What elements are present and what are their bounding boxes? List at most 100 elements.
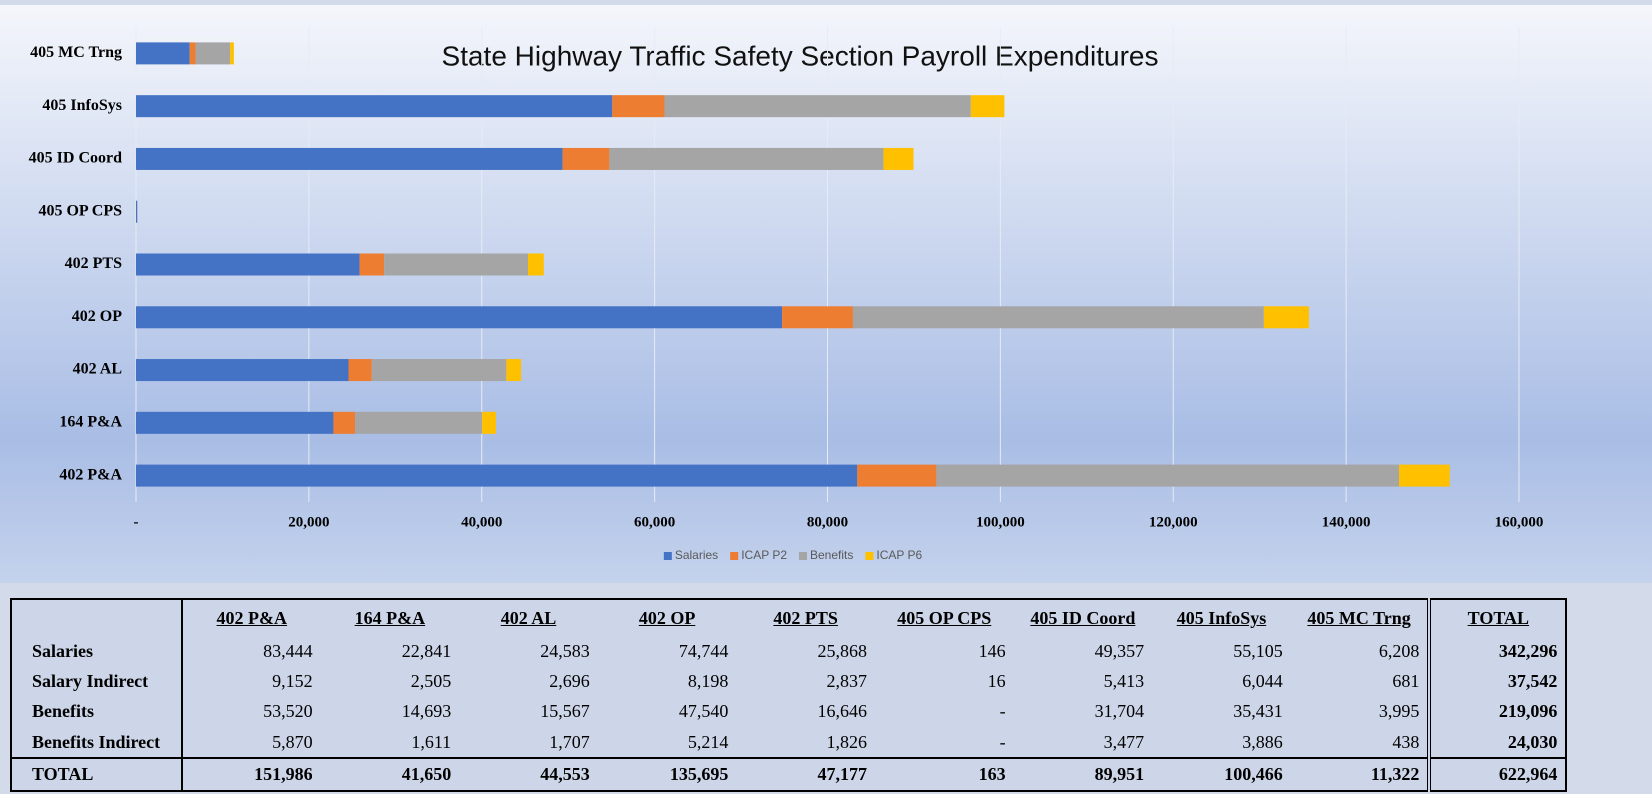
bar-segment: [970, 95, 1005, 118]
header-cell: 402 OP: [638, 607, 696, 628]
table-cell: 6,208: [1378, 641, 1420, 662]
table-cell: 24,583: [540, 641, 590, 662]
legend-label: ICAP P6: [876, 548, 922, 562]
bar-segment: [371, 359, 507, 382]
table-cell: 8,198: [687, 671, 729, 692]
x-tick-label: 120,000: [1149, 514, 1198, 530]
bar-segment: [136, 464, 858, 487]
bar-segment: [1263, 306, 1309, 329]
bar-segment: [857, 464, 937, 487]
table-cell: 49,357: [1094, 641, 1145, 662]
x-tick-label: -: [134, 514, 139, 530]
bar-segment: [562, 147, 610, 170]
bar-segment: [189, 42, 196, 65]
bar-segment: [936, 464, 1399, 487]
table-cell: 151,986: [182, 757, 321, 791]
x-tick-label: 60,000: [634, 514, 675, 530]
bar-segment: [384, 253, 529, 276]
table-row: Benefits 53,520 14,693 15,567 47,540 16,646 - 3…: [11, 696, 1567, 727]
header-cell: [11, 599, 183, 637]
row-label: Benefits: [11, 696, 183, 727]
table-cell: 163: [874, 757, 1014, 791]
x-tick-label: 40,000: [461, 514, 502, 530]
bar-segment: [482, 411, 497, 434]
table-cell: 25,868: [817, 641, 867, 662]
table-cell: 681: [1392, 671, 1420, 692]
header-row: 402 P&A 164 P&A 402 AL 402 OP 402 PTS 405 OP …: [11, 599, 1567, 637]
table-cell: 2,837: [826, 671, 867, 692]
table-cell: 22,841: [401, 641, 452, 662]
y-tick-label: 402 OP: [72, 308, 122, 325]
bar-segment: [782, 306, 853, 329]
legend-label: Benefits: [810, 548, 853, 562]
y-tick-label: 164 P&A: [59, 414, 122, 431]
bar-segment: [506, 359, 522, 382]
chart-title: State Highway Traffic Safety Section Pay…: [442, 40, 1159, 71]
table-cell: 14,693: [401, 701, 452, 722]
table-cell: 5,413: [1103, 671, 1145, 692]
y-tick-label: 402 PTS: [65, 255, 122, 272]
y-tick-label: 402 P&A: [59, 466, 122, 483]
table-cell: 74,744: [678, 641, 729, 662]
legend-swatch: [663, 552, 672, 560]
bar-segment: [852, 306, 1264, 329]
row-label: Salary Indirect: [11, 666, 183, 697]
bar-segment: [359, 253, 385, 276]
table-cell: 47,177: [736, 757, 875, 791]
bar-segment: [136, 411, 334, 434]
x-tick-label: 160,000: [1495, 514, 1544, 530]
table-cell: 41,650: [320, 757, 460, 791]
table-row: TOTAL 151,986 41,650 44,553 135,695 47,177 163…: [11, 757, 1567, 791]
bar-segment: [333, 411, 356, 434]
table-cell: 2,505: [410, 671, 452, 692]
table-cell: 135,695: [597, 757, 737, 791]
x-tick-label: 80,000: [807, 514, 848, 530]
header-cell: 402 AL: [500, 607, 557, 628]
table-cell: 3,995: [1378, 701, 1420, 722]
table-cell: 622,964: [1427, 757, 1567, 791]
x-tick-label: 20,000: [288, 514, 329, 530]
y-tick-label: 405 OP CPS: [38, 202, 122, 219]
table-cell: 16,646: [817, 701, 867, 722]
y-tick-label: 405 ID Coord: [29, 150, 122, 167]
table-cell: 24,030: [1427, 726, 1567, 759]
table-cell: 9,152: [272, 671, 313, 692]
header-cell: 402 PTS: [773, 607, 838, 628]
table-row: Salaries 83,444 22,841 24,583 74,744 25,868 14…: [11, 636, 1567, 667]
table-cell: 2,696: [549, 671, 590, 692]
chart: State Highway Traffic Safety Section Pay…: [0, 5, 1652, 583]
bar-segment: [230, 42, 234, 65]
table-cell: 44,553: [459, 757, 598, 791]
table-row: Benefits Indirect 5,870 1,611 1,707 5,214 1,8…: [11, 726, 1567, 759]
x-tick-label: 100,000: [976, 514, 1025, 530]
legend-swatch: [799, 552, 807, 560]
header-cell: TOTAL: [1427, 599, 1567, 637]
table-cell: 146: [978, 641, 1006, 662]
row-label: Benefits Indirect: [11, 726, 183, 759]
bar-segment: [528, 253, 544, 276]
legend-label: ICAP P2: [741, 548, 787, 562]
bar-segment: [136, 253, 360, 276]
x-tick-label: 140,000: [1322, 514, 1371, 530]
bar-segment: [355, 411, 483, 434]
table-cell: 35,431: [1233, 701, 1283, 722]
table-cell: 47,540: [678, 701, 729, 722]
header-cell: 405 OP CPS: [897, 607, 992, 628]
bar-segment: [136, 359, 349, 382]
table-cell: 11,322: [1290, 757, 1430, 791]
table-cell: -: [999, 701, 1006, 722]
legend-swatch: [865, 552, 874, 560]
table-cell: 5,214: [687, 731, 729, 752]
table-cell: 6,044: [1242, 671, 1283, 692]
header-cell: 402 P&A: [216, 607, 288, 628]
table-cell: 219,096: [1427, 696, 1567, 727]
bar-segment: [883, 147, 914, 170]
table-cell: 37,542: [1427, 666, 1567, 697]
table-cell: 89,951: [1013, 757, 1153, 791]
table-cell: 100,466: [1152, 757, 1291, 791]
bar-segment: [664, 95, 971, 118]
y-tick-label: 405 MC Trng: [30, 44, 122, 61]
bar-segment: [136, 42, 190, 65]
table-cell: 5,870: [272, 731, 313, 752]
table-cell: 15,567: [540, 701, 590, 722]
